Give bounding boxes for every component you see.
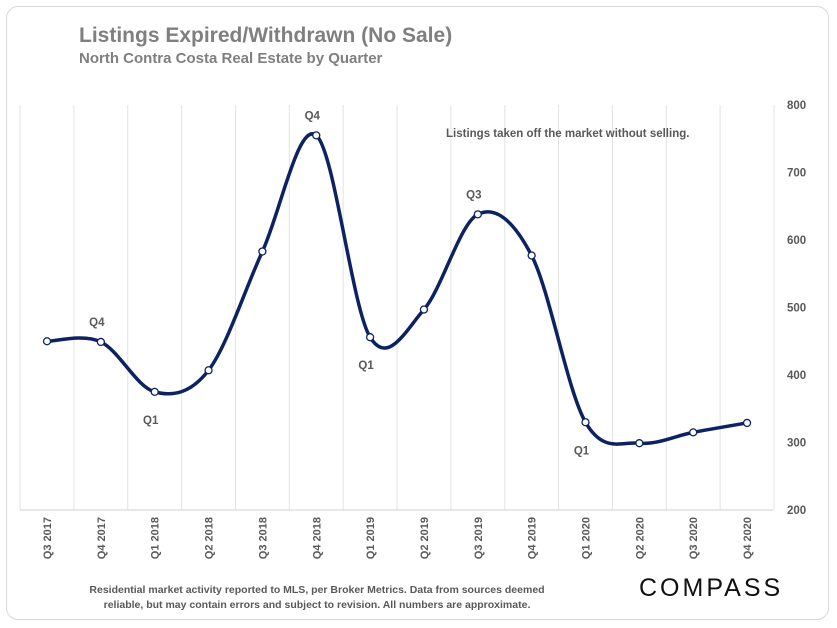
footnote: Residential market activity reported to … <box>89 584 545 611</box>
x-tick-label: Q2 2020 <box>634 517 646 559</box>
x-tick-label: Q3 2020 <box>688 517 700 559</box>
compass-logo: COMPASS <box>639 574 784 602</box>
x-tick-label: Q2 2019 <box>419 517 431 559</box>
y-tick-label: 400 <box>787 370 806 382</box>
x-tick-label: Q1 2018 <box>150 517 162 559</box>
data-point <box>581 418 590 427</box>
x-tick-label: Q1 2020 <box>581 517 593 559</box>
data-point <box>96 337 105 347</box>
data-points <box>42 131 752 448</box>
data-point <box>742 418 752 428</box>
series-line <box>45 132 749 446</box>
data-point <box>365 333 375 342</box>
point-labels: Q4 Q1 Q4 Q1 Q3 Q1 <box>89 110 590 457</box>
data-point <box>635 439 644 448</box>
y-tick-label: 500 <box>787 303 806 315</box>
data-point <box>419 305 429 314</box>
point-label: Q1 <box>358 360 374 372</box>
data-point <box>258 247 267 256</box>
data-point <box>689 428 698 437</box>
data-point <box>312 131 321 140</box>
data-point <box>527 251 536 260</box>
point-label: Q4 <box>305 110 321 122</box>
y-axis-ticks: 200 300 400 500 600 700 800 <box>787 100 806 517</box>
data-point <box>150 387 159 397</box>
x-axis-ticks: Q3 2017 Q4 2017 Q1 2018 Q2 2018 Q3 2018 Q4 20… <box>42 517 754 559</box>
chart-annotation: Listings taken off the market without se… <box>446 128 689 140</box>
point-label: Q4 <box>89 317 105 329</box>
x-tick-label: Q4 2017 <box>96 517 108 559</box>
x-tick-label: Q3 2019 <box>473 517 485 559</box>
y-tick-label: 200 <box>787 505 806 517</box>
y-tick-label: 600 <box>787 235 806 247</box>
y-tick-label: 300 <box>787 438 806 450</box>
chart-subtitle: North Contra Costa Real Estate by Quarte… <box>79 50 383 67</box>
grid-lines <box>19 105 775 511</box>
y-tick-label: 800 <box>787 100 806 112</box>
chart-title: Listings Expired/Withdrawn (No Sale) <box>79 24 453 47</box>
x-tick-label: Q4 2020 <box>742 517 754 559</box>
y-tick-label: 700 <box>787 168 806 180</box>
x-tick-label: Q1 2019 <box>365 517 377 559</box>
x-tick-label: Q2 2018 <box>204 517 216 559</box>
x-tick-label: Q3 2018 <box>257 517 269 559</box>
data-point <box>42 337 52 346</box>
x-tick-label: Q4 2018 <box>311 517 323 559</box>
x-tick-label: Q3 2017 <box>42 517 54 559</box>
x-tick-label: Q4 2019 <box>527 517 539 559</box>
point-label: Q1 <box>143 415 159 427</box>
point-label: Q3 <box>466 189 481 201</box>
data-point <box>473 210 482 219</box>
chart-frame <box>6 6 829 620</box>
data-point <box>204 366 213 375</box>
point-label: Q1 <box>574 445 590 457</box>
